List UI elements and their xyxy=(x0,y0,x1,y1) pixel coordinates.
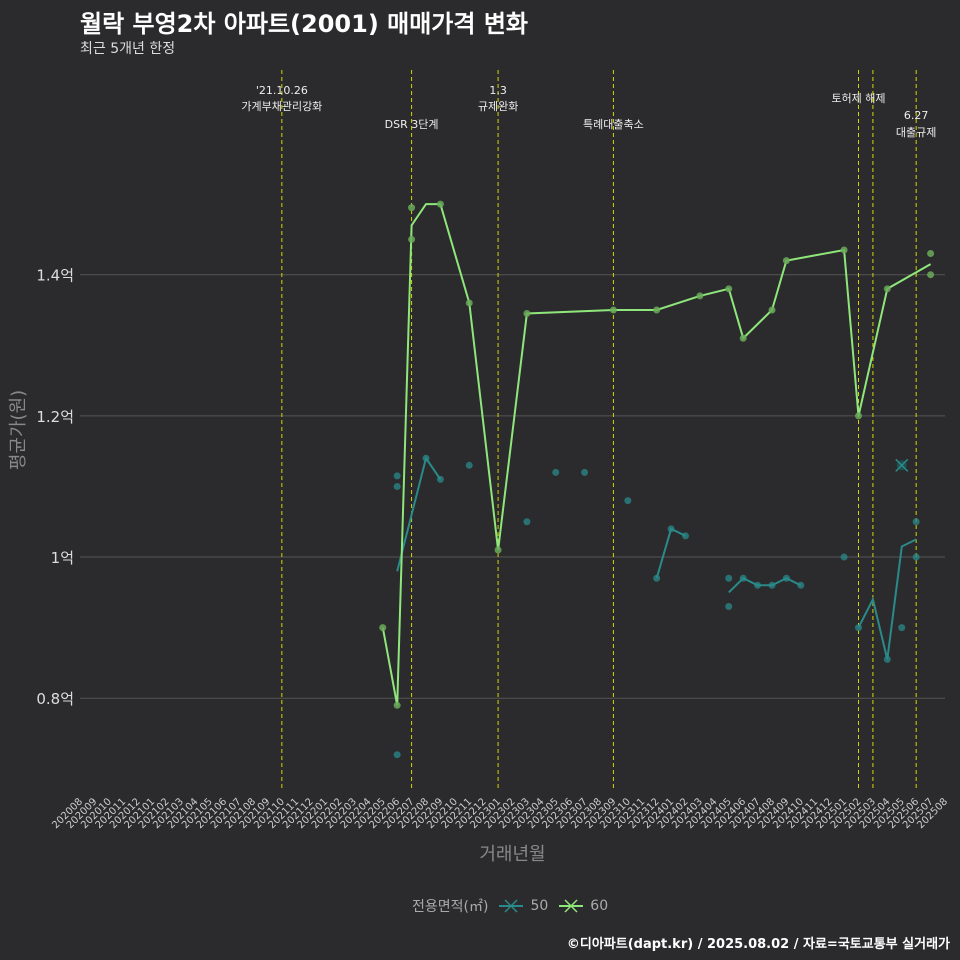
series-50-point xyxy=(624,497,632,505)
series-50-point xyxy=(667,525,675,533)
series-50-point xyxy=(898,624,906,632)
series-60-point xyxy=(696,292,704,300)
series-50-point xyxy=(840,553,848,561)
series-50-point xyxy=(725,602,733,610)
series-50-point xyxy=(653,574,661,582)
series-60-line xyxy=(381,203,932,706)
series-50-point xyxy=(782,574,790,582)
series-50-point xyxy=(682,532,689,540)
legend: 전용면적(㎡) 50 60 xyxy=(412,896,608,916)
series-50-point xyxy=(797,581,805,589)
y-tick-label: 1.4억 xyxy=(36,267,74,285)
series-50-line xyxy=(655,527,686,579)
series-50-point xyxy=(739,574,747,582)
y-tick-label: 1억 xyxy=(51,549,74,567)
legend-key-60 xyxy=(559,899,584,913)
series-60-point xyxy=(653,306,661,314)
policy-annotation: 규제완화 xyxy=(478,100,518,113)
series-60-point xyxy=(408,235,416,243)
chart-title: 월락 부영2차 아파트(2001) 매매가격 변화 xyxy=(80,10,528,38)
series-60-point xyxy=(768,306,776,314)
policy-annotation: 특례대출축소 xyxy=(583,118,644,131)
policy-annotation: 대출규제 xyxy=(896,126,936,139)
series-60-point xyxy=(379,624,387,632)
series-50-point xyxy=(393,751,401,759)
series-50-point xyxy=(912,553,920,561)
series-60-point xyxy=(436,200,444,208)
series-60-point xyxy=(408,204,416,212)
series-50-line xyxy=(728,576,802,594)
series-60-point xyxy=(465,299,473,307)
series-50-point xyxy=(725,574,733,582)
series-50-point xyxy=(436,475,444,483)
y-axis-title: 평균가(원) xyxy=(8,390,29,470)
series-50-point xyxy=(581,468,589,476)
series-50-marker-x xyxy=(895,458,909,472)
series-60-point xyxy=(927,250,935,258)
series-60-point xyxy=(927,271,935,279)
y-tick-label: 0.8억 xyxy=(36,690,74,708)
policy-annotation: 가계부채관리강화 xyxy=(241,100,322,113)
series-60-point xyxy=(782,257,790,265)
series-50-point xyxy=(855,624,862,632)
source-caption: ©디아파트(dapt.kr) / 2025.08.02 / 자료=국토교통부 실… xyxy=(566,937,950,952)
series-50-point xyxy=(768,581,776,589)
series-60-point xyxy=(494,546,502,554)
series-50-point xyxy=(754,581,762,589)
series-50-point xyxy=(465,461,473,469)
series-60-point xyxy=(393,701,401,709)
series-60-point xyxy=(523,310,531,318)
series-60-point xyxy=(883,285,891,293)
legend-key-50 xyxy=(499,899,524,913)
series-50-point xyxy=(393,482,401,490)
chart-subtitle: 최근 5개년 한정 xyxy=(80,41,176,57)
series-50-point xyxy=(552,468,560,476)
policy-annotation: 6.27 xyxy=(904,109,929,122)
policy-annotation: DSR 3단계 xyxy=(385,118,439,131)
series-50-point xyxy=(393,472,401,480)
policy-annotation: 토허제 해제 xyxy=(831,91,885,105)
series-60-point xyxy=(840,246,848,254)
series-50-point xyxy=(883,655,891,663)
x-axis-title: 거래년월 xyxy=(479,844,545,865)
legend-label-50: 50 xyxy=(530,898,549,914)
series-60-point xyxy=(739,334,747,342)
series-60-point xyxy=(609,306,617,314)
series-60-point xyxy=(855,412,862,420)
series-50-point xyxy=(912,518,920,526)
series-50-point xyxy=(422,454,430,462)
legend-label-60: 60 xyxy=(590,898,609,914)
y-tick-label: 1.2억 xyxy=(36,408,74,426)
series-60-point xyxy=(725,285,733,293)
legend-title: 전용면적(㎡) xyxy=(412,899,489,915)
policy-annotation: 1.3 xyxy=(489,84,507,97)
series-50-point xyxy=(523,518,531,526)
policy-annotation: '21.10.26 xyxy=(256,84,308,97)
